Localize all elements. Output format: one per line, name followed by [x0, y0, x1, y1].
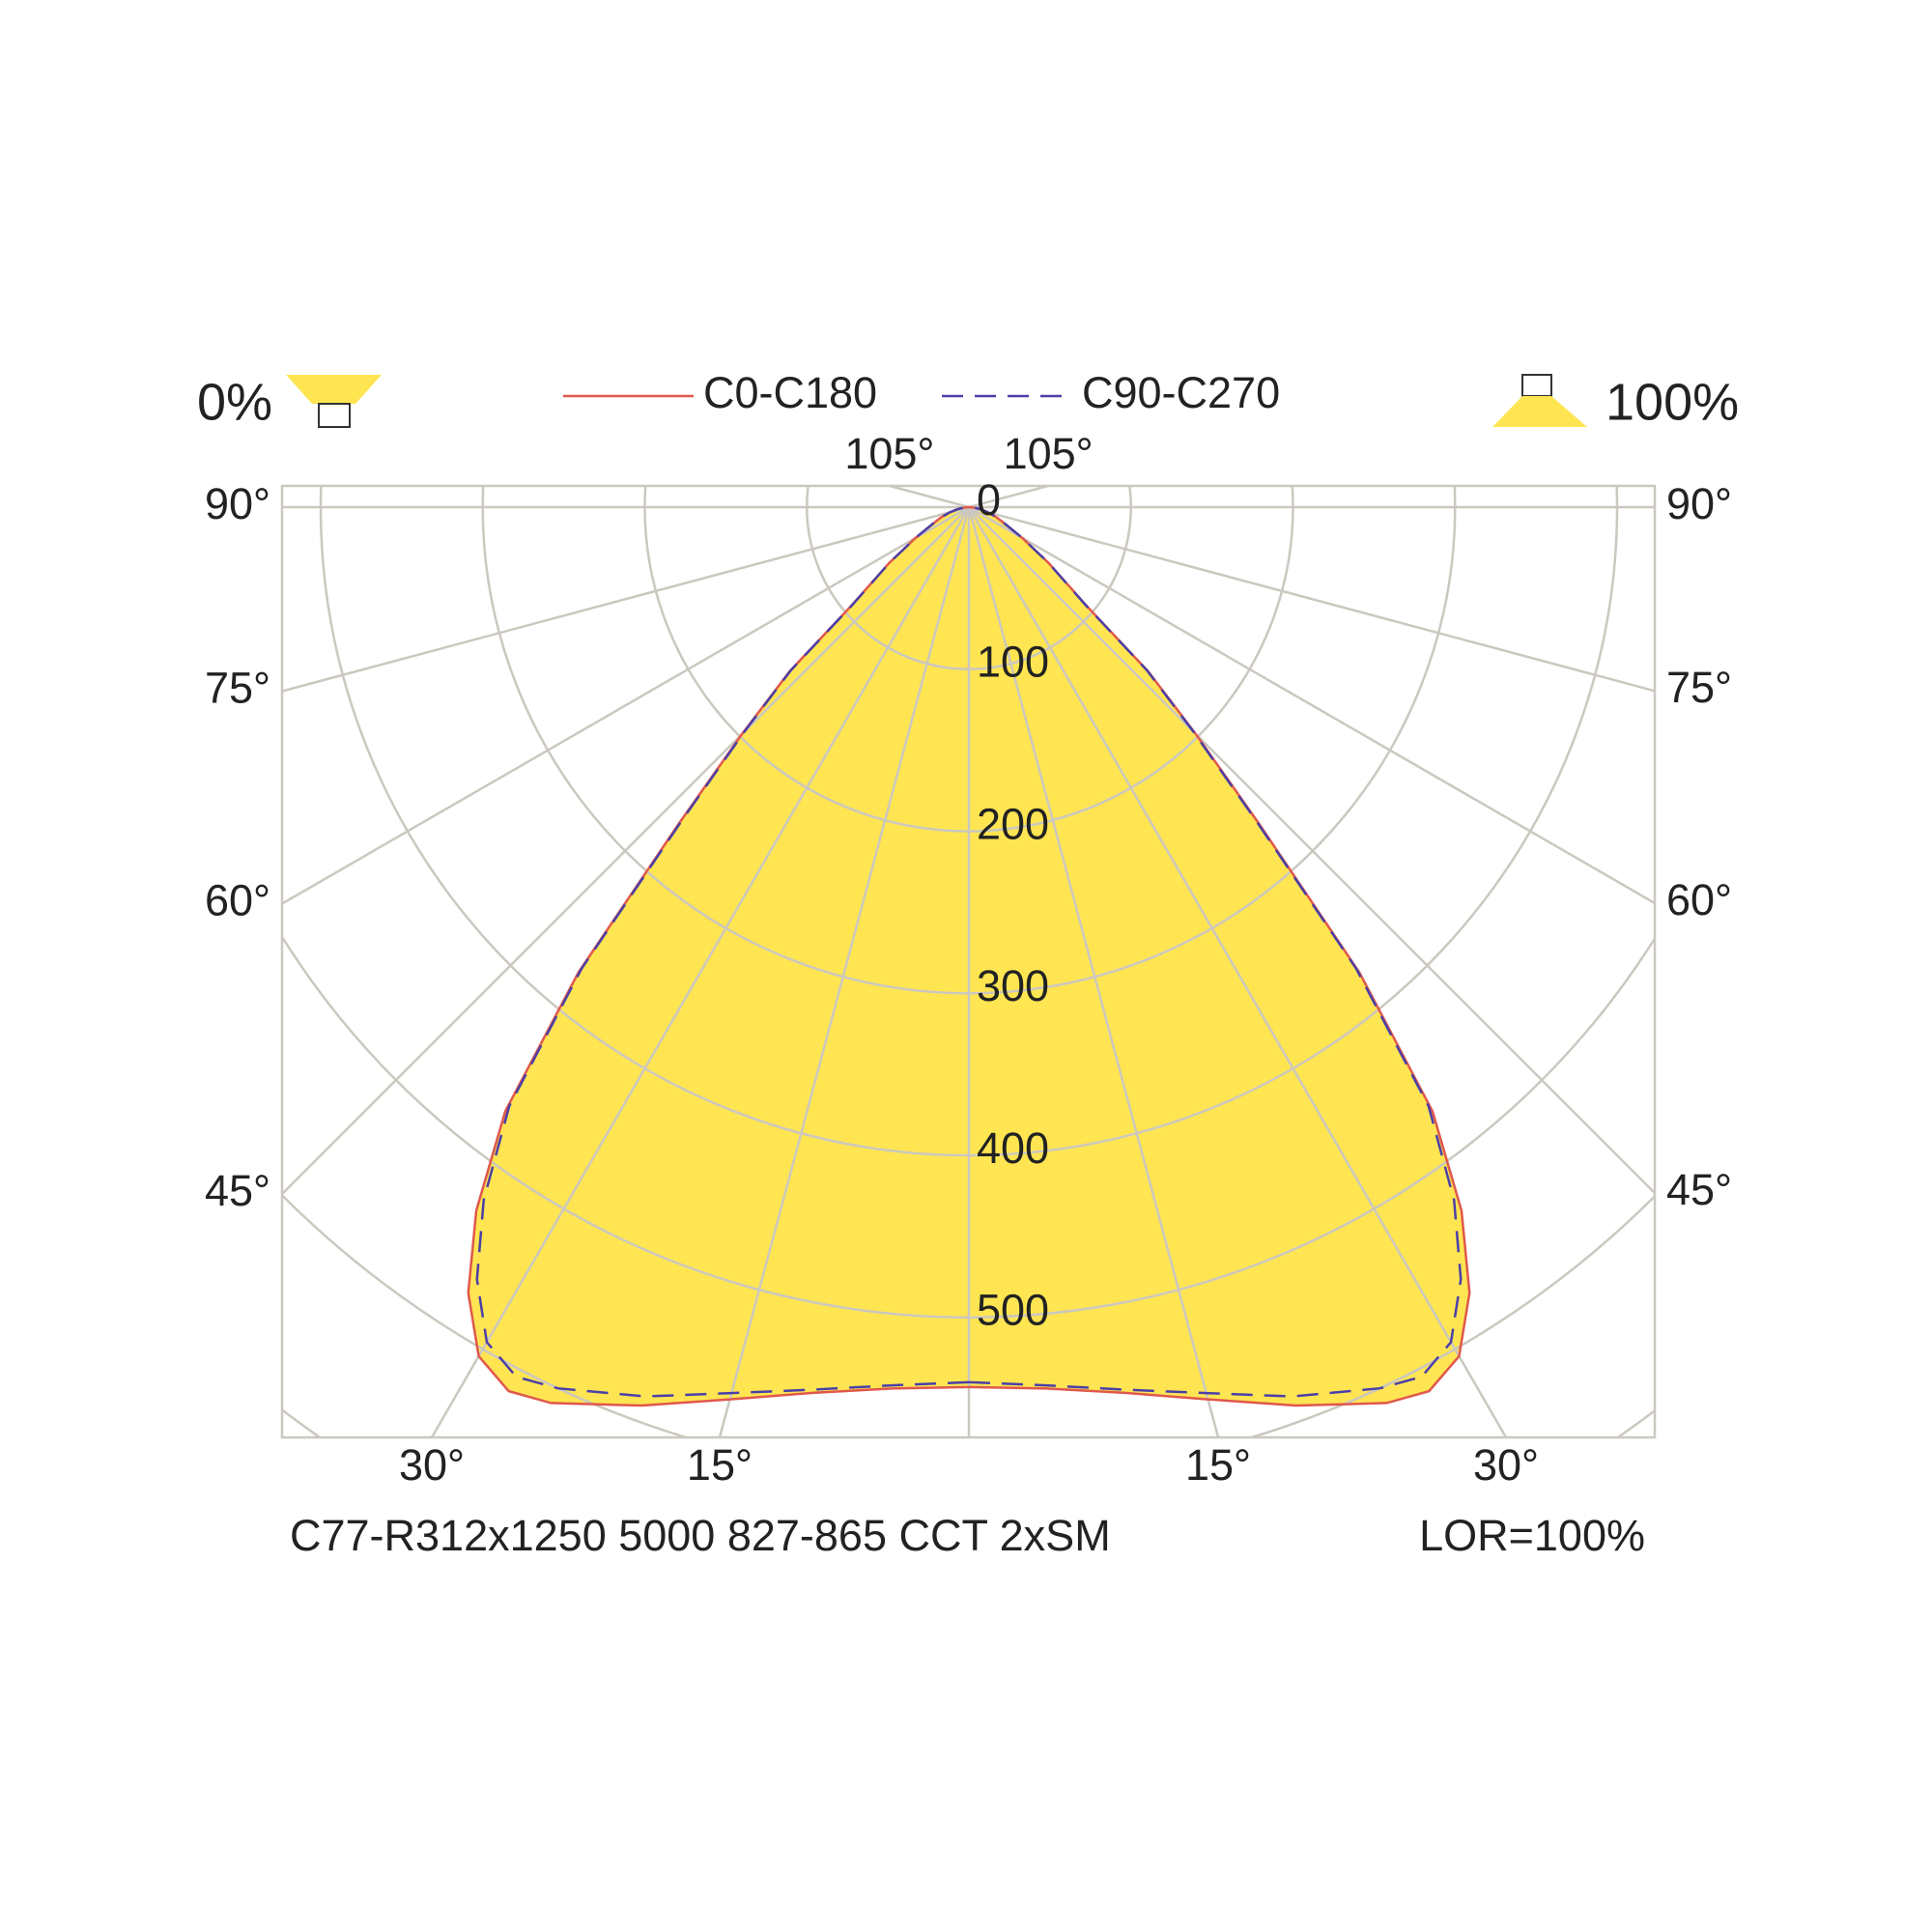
light-fill: [468, 507, 969, 1406]
upper-icon-box: [1521, 374, 1552, 397]
angle-label: 45°: [1666, 1165, 1732, 1214]
angle-label: 75°: [1666, 663, 1732, 712]
legend-label: C0-C180: [703, 368, 877, 417]
lower-icon: [286, 375, 382, 404]
angle-label: 105°: [844, 429, 934, 478]
footer: C77-R312x1250 5000 827-865 CCT 2xSM: [290, 1511, 1111, 1560]
radial-line: [430, 506, 971, 1437]
legend-label: C90-C270: [1082, 368, 1280, 417]
radial-line: [889, 486, 970, 509]
light-fill: [969, 507, 1470, 1406]
radial-line: [968, 506, 1655, 1194]
radial-line: [968, 486, 1049, 509]
angle-label: 45°: [205, 1166, 270, 1215]
radial-label: 500: [977, 1286, 1049, 1335]
angle-label: 30°: [1473, 1440, 1539, 1490]
radial-label: 300: [977, 961, 1049, 1010]
radial-line: [282, 505, 970, 693]
series-line: [475, 505, 970, 1398]
radial-label: 0: [977, 475, 1001, 525]
upper-icon: [1492, 396, 1587, 427]
radial-label: 200: [977, 799, 1049, 848]
upper-share: 100%: [1605, 373, 1739, 431]
lor: LOR=100%: [1419, 1511, 1645, 1560]
angle-label: 60°: [1666, 875, 1732, 924]
angle-label: 15°: [1185, 1440, 1251, 1490]
angle-label: 75°: [205, 663, 270, 712]
angle-label: 15°: [687, 1440, 753, 1490]
series-line: [467, 505, 970, 1407]
angle-label: 90°: [205, 479, 270, 528]
radial-label: 400: [977, 1123, 1049, 1173]
radial-line: [968, 505, 1655, 905]
angle-label: 30°: [399, 1440, 465, 1490]
series-line: [968, 505, 1463, 1398]
radial-line: [967, 506, 1220, 1437]
angle-label: 90°: [1666, 479, 1732, 528]
lower-share: 0%: [197, 373, 272, 431]
angle-label: 60°: [205, 875, 270, 924]
radial-line: [967, 506, 1508, 1437]
series-line: [968, 505, 1471, 1407]
radial-line: [282, 506, 970, 1195]
lower-icon-box: [318, 403, 351, 428]
radial-line: [282, 505, 970, 905]
radial-label: 100: [977, 638, 1049, 687]
radial-line: [968, 505, 1655, 693]
radial-line: [718, 506, 971, 1437]
angle-label: 105°: [1004, 429, 1094, 478]
